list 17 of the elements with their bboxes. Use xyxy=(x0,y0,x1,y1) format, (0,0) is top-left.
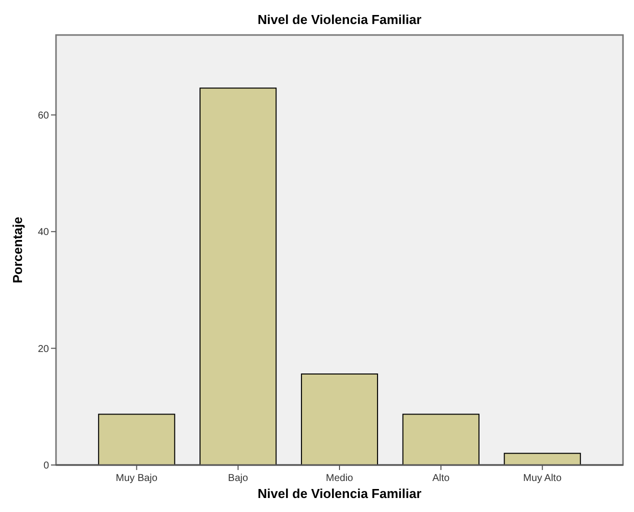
y-tick-label: 60 xyxy=(38,110,50,122)
x-tick-label: Bajo xyxy=(228,473,249,484)
x-tick-label: Muy Bajo xyxy=(116,473,158,484)
chart-title: Nivel de Violencia Familiar xyxy=(258,12,422,27)
x-tick-label: Medio xyxy=(326,473,354,484)
y-tick-label: 20 xyxy=(38,344,50,355)
y-tick-label: 0 xyxy=(43,460,50,472)
y-tick-label: 40 xyxy=(38,227,50,238)
bar xyxy=(200,88,277,466)
bar xyxy=(402,414,480,466)
y-axis-title: Porcentaje xyxy=(10,216,25,284)
bar xyxy=(504,452,581,466)
bar xyxy=(98,414,176,466)
x-tick-label: Alto xyxy=(432,473,450,484)
bar xyxy=(300,373,378,466)
x-axis-title: Nivel de Violencia Familiar xyxy=(258,486,422,501)
x-tick-label: Muy Alto xyxy=(523,473,562,484)
